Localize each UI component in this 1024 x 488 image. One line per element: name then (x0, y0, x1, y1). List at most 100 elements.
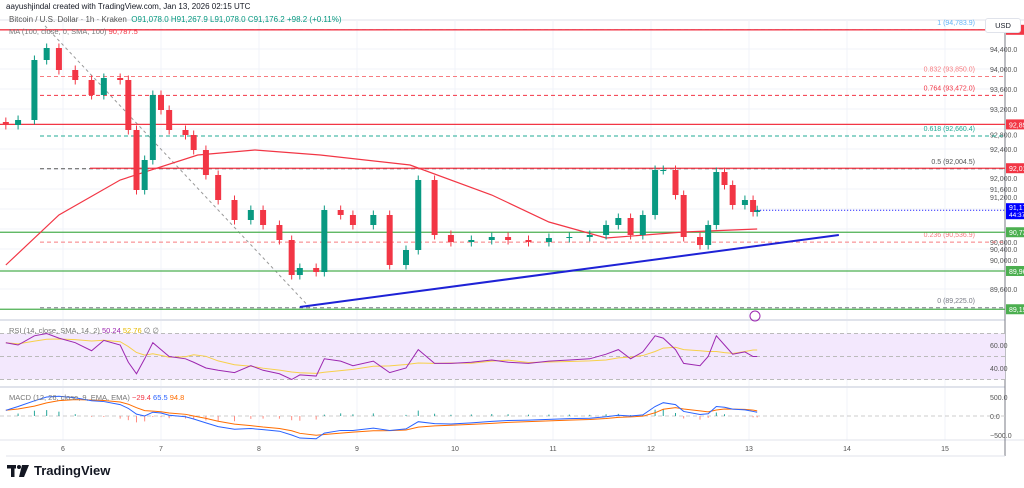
x-tick-label: 9 (355, 446, 359, 453)
logo-text: TradingView (34, 463, 111, 478)
candle-body (603, 225, 610, 235)
candle-body (296, 268, 303, 275)
support-trendline (299, 234, 839, 308)
candle-body (680, 195, 687, 237)
candle-body (260, 210, 267, 225)
candle-body (403, 250, 409, 265)
price-tick-label: 90,400.0 (990, 247, 1017, 254)
candle-body (2, 122, 9, 125)
candle-body (349, 215, 356, 225)
level-price-tag (1006, 163, 1024, 174)
level-price-tag (1006, 119, 1024, 130)
candle-body (697, 237, 703, 245)
candle-body (713, 172, 720, 225)
rsi-ma-value: 52.76 (122, 326, 142, 335)
price-tick-label: 93,600.0 (990, 87, 1017, 94)
candle-body (721, 172, 728, 185)
price-tick-label: 92,400.0 (990, 147, 1017, 154)
candle-body (117, 78, 124, 80)
tradingview-logo[interactable]: TradingView (7, 463, 110, 478)
candle-body (639, 215, 646, 235)
candle-body (545, 238, 552, 242)
x-tick-label: 8 (257, 446, 261, 453)
macd-signal-line (5, 399, 758, 436)
rsi-tick-label: 40.00 (990, 366, 1008, 373)
candle-body (468, 240, 475, 242)
price-tick-label: 90,800.0 (990, 240, 1017, 247)
x-tick-label: 14 (843, 446, 851, 453)
rsi-tick-label: 60.00 (990, 343, 1008, 350)
candle-body (182, 130, 189, 135)
macd-hist-value: −29.4 (131, 393, 151, 402)
macd-value: 65.5 (153, 393, 168, 402)
candle-body (31, 60, 38, 120)
macd-tick-label: −500.0 (990, 433, 1012, 440)
x-tick-label: 10 (451, 446, 459, 453)
candle-body (247, 210, 254, 220)
level-price-label: 89,960.2 (1009, 269, 1024, 276)
candle-body (166, 110, 173, 130)
candle-body (741, 200, 748, 205)
candle-body (149, 95, 156, 160)
x-tick-label: 15 (941, 446, 949, 453)
rsi-legend[interactable]: RSI (14, close, SMA, 14, 2) 50.24 52.76 … (9, 326, 159, 335)
level-price-label: 92,891.8 (1009, 122, 1024, 129)
level-price-label: 89,195.1 (1009, 307, 1024, 314)
candle-body (370, 215, 377, 225)
candle-body (447, 235, 454, 242)
fib-level-label: 0.618 (92,660.4) (924, 126, 975, 133)
macd-line (5, 395, 758, 440)
fib-level-label: 0.764 (93,472.0) (924, 85, 975, 92)
candle-body (386, 215, 393, 265)
candle-body (190, 135, 197, 150)
candle-body (672, 170, 679, 195)
credit-text: aayushjindal created with TradingView.co… (6, 2, 251, 11)
countdown-label: 44:37 (1009, 212, 1024, 219)
rsi-ma-line (5, 338, 758, 374)
candle-body (43, 48, 50, 60)
fib-level-label: 0.5 (92,004.5) (931, 159, 975, 166)
level-price-tag (1006, 304, 1024, 315)
level-price-tag (1006, 227, 1024, 238)
price-tick-label: 94,000.0 (990, 67, 1017, 74)
fib-level-label: 0.236 (90,536.9) (924, 232, 975, 239)
rsi-extra-2: ∅ (152, 326, 159, 335)
macd-legend[interactable]: MACD (12, 26, close, 9, EMA, EMA) −29.4 … (9, 393, 184, 402)
price-tick-label: 91,200.0 (990, 195, 1017, 202)
candle-body (660, 170, 667, 171)
event-icon (749, 310, 761, 322)
candle-body (288, 240, 295, 275)
ohlc-values: O91,078.0 H91,267.9 L91,078.0 C91,176.2 … (131, 15, 342, 24)
candle-body (337, 210, 344, 215)
price-tick-label: 93,200.0 (990, 107, 1017, 114)
candle-body (88, 80, 95, 95)
level-price-tag (1006, 265, 1024, 276)
macd-tick-label: 500.0 (990, 395, 1008, 402)
price-tick-label: 92,800.0 (990, 132, 1017, 139)
level-price-label: 90,735.2 (1009, 230, 1024, 237)
candle-body (705, 225, 712, 245)
candle-body (431, 180, 438, 235)
ma-legend[interactable]: MA (100, close, 0, SMA, 100) 90,787.5 (9, 27, 138, 36)
symbol-legend: Bitcoin / U.S. Dollar · 1h · Kraken O91,… (9, 15, 342, 24)
symbol-title: Bitcoin / U.S. Dollar · 1h · Kraken (9, 15, 127, 24)
currency-button[interactable]: USD (985, 18, 1021, 33)
rsi-extra-1: ∅ (143, 326, 151, 335)
candle-body (141, 160, 148, 190)
macd-tick-label: 0.0 (990, 414, 1000, 421)
candle-body (215, 175, 222, 200)
candle-body (729, 185, 736, 205)
candle-body (488, 237, 495, 240)
price-tick-label: 92,000.0 (990, 176, 1017, 183)
candle-body (525, 240, 532, 242)
price-tick-label: 91,600.0 (990, 187, 1017, 194)
candle-body (505, 237, 512, 240)
ma100-line (5, 149, 758, 266)
x-tick-label: 13 (745, 446, 753, 453)
candle-body (754, 210, 761, 212)
price-tick-label: 89,600.0 (990, 287, 1017, 294)
rsi-value: 50.24 (101, 326, 121, 335)
candle-body (231, 200, 238, 220)
